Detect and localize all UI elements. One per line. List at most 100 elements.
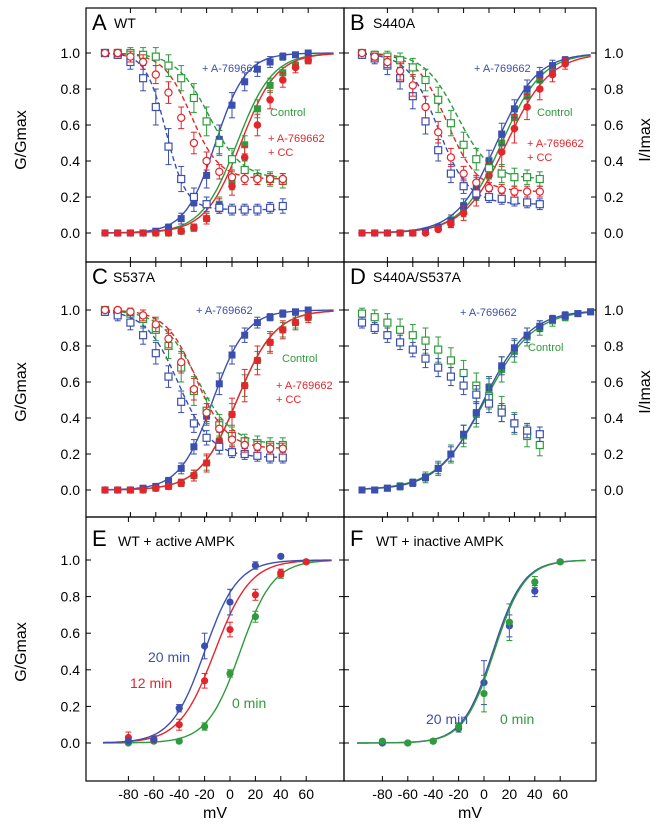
data-point-B-I-red <box>408 81 417 90</box>
data-point-D-I-green <box>396 325 405 334</box>
fit-curve-A-I-green <box>104 52 283 179</box>
data-point-B-I-green <box>472 155 481 164</box>
data-point-D-G-blue <box>460 430 468 438</box>
data-point-B-G-red <box>370 229 379 237</box>
data-point-B-I-blue <box>535 200 544 209</box>
x-tick-label-F: 40 <box>527 786 543 802</box>
x-tick-label-F: -40 <box>423 786 443 802</box>
data-point-C-G-blue <box>190 443 198 451</box>
data-point-B-I-blue <box>459 182 468 191</box>
data-point-D-I-green <box>446 356 455 365</box>
data-point-C-I-red <box>215 424 224 433</box>
y-tick-label-C: 0.4 <box>61 410 81 426</box>
data-point-B-I-blue <box>510 196 519 205</box>
annotation-C-a769662: + A-769662 <box>196 305 253 317</box>
data-point-E-red <box>302 558 310 566</box>
data-point-C-G-red <box>266 338 274 347</box>
label-F-0min: 0 min <box>500 711 534 727</box>
annotation-A-cc-line2: + CC <box>268 147 293 159</box>
data-point-C-G-blue <box>279 310 287 318</box>
data-point-C-I-blue <box>253 451 262 460</box>
data-point-A-G-green <box>253 105 261 113</box>
x-tick-label-F: -20 <box>448 786 468 802</box>
data-point-D-G-blue <box>383 484 391 492</box>
annotation-C-cc-line1: + A-769662 <box>276 380 333 392</box>
panel-F-title: WT + inactive AMPK <box>376 533 504 549</box>
data-point-B-I-blue <box>522 198 532 207</box>
y-tick-label-A: 0.6 <box>61 117 81 133</box>
data-point-C-G-red <box>139 486 147 494</box>
data-point-E-green <box>226 669 234 678</box>
data-point-F-green <box>429 737 437 745</box>
data-point-A-G-red <box>152 229 160 237</box>
data-point-B-I-green <box>535 174 544 184</box>
panel-E-title: WT + active AMPK <box>118 533 235 549</box>
data-point-B-I-red <box>535 187 545 196</box>
data-point-C-G-blue <box>266 313 274 321</box>
data-point-D-G-blue <box>523 331 531 339</box>
data-point-B-I-green <box>434 95 443 104</box>
y-axis-title-A: G/Gmax <box>13 110 30 170</box>
data-point-A-I-green <box>151 52 160 61</box>
data-point-C-I-red <box>227 435 237 444</box>
data-point-C-G-blue <box>165 477 172 485</box>
data-point-C-I-red <box>176 358 186 367</box>
data-point-B-I-blue <box>434 146 443 155</box>
annotation-B-cc-line1: + A-769662 <box>527 138 584 150</box>
data-point-A-I-green <box>227 155 237 164</box>
data-point-C-G-red <box>304 313 313 322</box>
y-tick-label-E: 0.2 <box>61 698 81 714</box>
x-axis-title-F: mV <box>458 805 482 822</box>
data-point-B-G-red <box>459 209 468 217</box>
panel-B-frame <box>343 7 597 263</box>
y-tick-label-E: 0.6 <box>61 625 81 641</box>
panel-D-plot: 0.0 0.2 0.4 0.6 0.8 1.0 <box>344 262 624 517</box>
data-point-C-I-red <box>189 385 199 394</box>
data-point-B-G-red <box>548 70 557 79</box>
data-point-C-G-blue <box>228 351 236 359</box>
y-tick-label-C: 0.2 <box>61 446 81 462</box>
data-point-D-G-blue <box>434 464 442 472</box>
data-point-D-I-blue <box>396 338 405 347</box>
data-point-D-I-green <box>535 440 544 450</box>
data-point-C-G-red <box>279 326 287 334</box>
data-point-E-blue <box>124 737 132 745</box>
fit-curve-F-G-blue <box>357 559 586 744</box>
data-point-A-G-blue <box>241 78 249 86</box>
panel-B-title: S440A <box>373 15 416 31</box>
data-point-B-I-green <box>459 140 468 149</box>
data-point-B-G-red <box>409 229 417 237</box>
data-point-A-I-blue <box>164 142 173 151</box>
data-point-B-I-green <box>510 173 519 182</box>
data-point-A-I-red <box>100 48 110 58</box>
data-point-B-G-red <box>447 220 455 228</box>
data-point-B-I-green <box>408 63 417 72</box>
data-point-A-I-red <box>164 88 173 97</box>
data-point-A-G-red <box>291 63 300 72</box>
data-point-A-I-red <box>253 174 262 184</box>
data-point-C-I-red <box>164 334 173 343</box>
data-point-C-G-red <box>101 486 109 494</box>
data-point-A-I-red <box>215 167 224 176</box>
data-point-A-G-red <box>139 229 147 237</box>
y-tick-label-E: 0.4 <box>61 662 81 678</box>
label-E-12min: 12 min <box>130 675 172 691</box>
data-point-A-I-blue <box>139 74 148 83</box>
data-point-A-G-red <box>126 229 135 237</box>
x-tick-label-F: -80 <box>372 786 392 802</box>
y-tick-label-B: 0.4 <box>604 153 624 169</box>
data-point-A-G-blue <box>253 65 261 73</box>
data-point-D-I-blue <box>535 430 544 439</box>
x-axis-title-E: mV <box>203 805 227 822</box>
data-point-B-I-green <box>484 164 494 173</box>
data-point-A-I-red <box>278 174 287 184</box>
data-point-B-I-blue <box>497 194 506 203</box>
data-point-C-I-red <box>253 442 262 451</box>
x-tick-label-F: 0 <box>480 786 488 802</box>
data-point-D-G-blue <box>447 450 455 458</box>
data-point-B-I-red <box>510 187 519 196</box>
data-point-B-I-green <box>522 173 532 182</box>
data-point-C-I-red <box>265 444 275 453</box>
data-point-D-I-blue <box>510 419 519 428</box>
data-point-E-red <box>175 721 183 729</box>
